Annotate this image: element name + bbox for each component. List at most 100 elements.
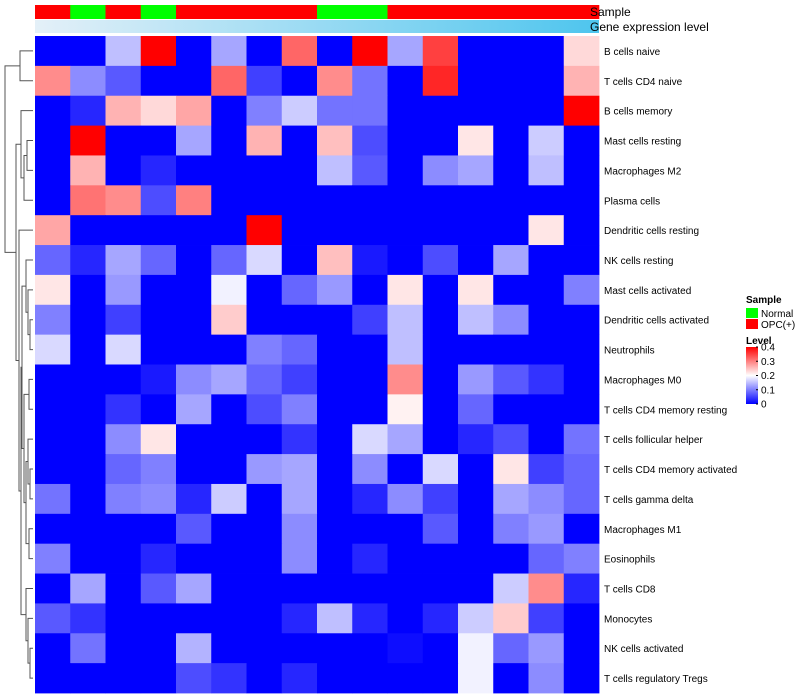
heatmap-cell — [35, 603, 71, 634]
heatmap-cell — [317, 95, 353, 126]
heatmap-cell — [176, 454, 212, 485]
heatmap-cell — [317, 36, 353, 67]
heatmap-cell — [246, 334, 283, 365]
heatmap-cell — [422, 36, 459, 67]
heatmap-cell — [140, 394, 177, 425]
heatmap-cell — [317, 364, 353, 395]
heatmap-cell — [528, 483, 565, 515]
heatmap-cell — [35, 215, 71, 246]
row-label: Monocytes — [604, 614, 652, 625]
heatmap-cell — [281, 364, 318, 395]
heatmap-cell — [70, 364, 106, 395]
heatmap-cell — [422, 633, 459, 664]
heatmap-cell — [493, 543, 529, 574]
heatmap-cell — [140, 245, 177, 276]
heatmap-cell — [387, 483, 424, 515]
heatmap-cell — [563, 543, 600, 574]
heatmap-cell — [211, 95, 247, 126]
heatmap-cell — [352, 543, 388, 574]
heatmap-cell — [70, 65, 106, 97]
heatmap-cell — [281, 185, 318, 216]
heatmap-cell — [176, 334, 212, 365]
sample-annotation-cell — [70, 5, 106, 19]
row-label: B cells naive — [604, 47, 661, 58]
legend-swatch-normal — [746, 308, 758, 318]
dendrogram-branch — [4, 65, 20, 253]
heatmap-cell — [211, 245, 247, 276]
heatmap-cell — [140, 543, 177, 574]
sample-annotation-cell — [140, 5, 177, 19]
heatmap-cell — [105, 543, 142, 574]
heatmap-cell — [317, 603, 353, 634]
heatmap-cell — [317, 663, 353, 694]
heatmap-cell — [458, 513, 494, 545]
heatmap-cell — [211, 65, 247, 97]
heatmap-cell — [281, 483, 318, 515]
heatmap-cell — [528, 513, 565, 545]
heatmap-cell — [211, 215, 247, 246]
heatmap-cell — [458, 334, 494, 365]
heatmap-cell — [493, 95, 529, 126]
heatmap-cell — [140, 483, 177, 515]
heatmap-cell — [211, 155, 247, 186]
heatmap-cell — [387, 543, 424, 574]
heatmap-cell — [352, 573, 388, 604]
heatmap-cell — [352, 513, 388, 545]
heatmap-cell — [493, 663, 529, 694]
heatmap-cell — [35, 95, 71, 126]
heatmap-cell — [105, 304, 142, 336]
heatmap-cell — [387, 304, 424, 336]
row-label: Mast cells activated — [604, 286, 691, 297]
sample-annotation-cell — [458, 5, 494, 19]
heatmap-cell — [528, 454, 565, 485]
heatmap-cell — [387, 573, 424, 604]
heatmap-cell — [317, 633, 353, 664]
heatmap-cell — [70, 185, 106, 216]
heatmap-cell — [176, 603, 212, 634]
heatmap-cell — [528, 65, 565, 97]
heatmap-cell — [281, 155, 318, 186]
heatmap-cell — [140, 334, 177, 365]
heatmap-cell — [352, 394, 388, 425]
sample-annotation-cell — [563, 5, 600, 19]
heatmap-cell — [422, 185, 459, 216]
legend-sample-title: Sample — [746, 295, 782, 306]
heatmap-cell — [70, 454, 106, 485]
heatmap-cell — [246, 454, 283, 485]
row-labels: B cells naive T cells CD4 naive B cells me… — [604, 47, 737, 685]
expression-annotation-label: Gene expression level — [590, 20, 709, 34]
heatmap-cell — [140, 36, 177, 67]
heatmap-cell — [563, 95, 600, 126]
heatmap-cell — [211, 603, 247, 634]
heatmap-cell — [140, 95, 177, 126]
sample-annotation-label: Sample — [590, 5, 631, 19]
legend-level-tick-label: 0.4 — [761, 343, 775, 354]
heatmap-cell — [35, 65, 71, 97]
heatmap-cell — [105, 155, 142, 186]
heatmap-cell — [528, 364, 565, 395]
heatmap-cell — [458, 483, 494, 515]
heatmap-cell — [246, 95, 283, 126]
heatmap-cell — [176, 65, 212, 97]
heatmap-cell — [387, 424, 424, 455]
heatmap-cell — [528, 95, 565, 126]
heatmap-cell — [563, 663, 600, 694]
heatmap-cell — [35, 513, 71, 545]
heatmap-cell — [422, 543, 459, 574]
heatmap-cell — [176, 36, 212, 67]
heatmap-cell — [246, 394, 283, 425]
heatmap-cell — [317, 304, 353, 336]
heatmap-cell — [140, 364, 177, 395]
heatmap-cell — [387, 65, 424, 97]
sample-annotation-cell — [105, 5, 142, 19]
heatmap-cell — [352, 633, 388, 664]
row-label: T cells CD4 memory activated — [604, 465, 737, 476]
heatmap-cell — [422, 364, 459, 395]
heatmap-cell — [422, 424, 459, 455]
heatmap-cell — [528, 215, 565, 246]
heatmap-cell — [563, 245, 600, 276]
heatmap-cell — [105, 334, 142, 365]
heatmap-cell — [493, 274, 529, 306]
heatmap-cell — [528, 603, 565, 634]
